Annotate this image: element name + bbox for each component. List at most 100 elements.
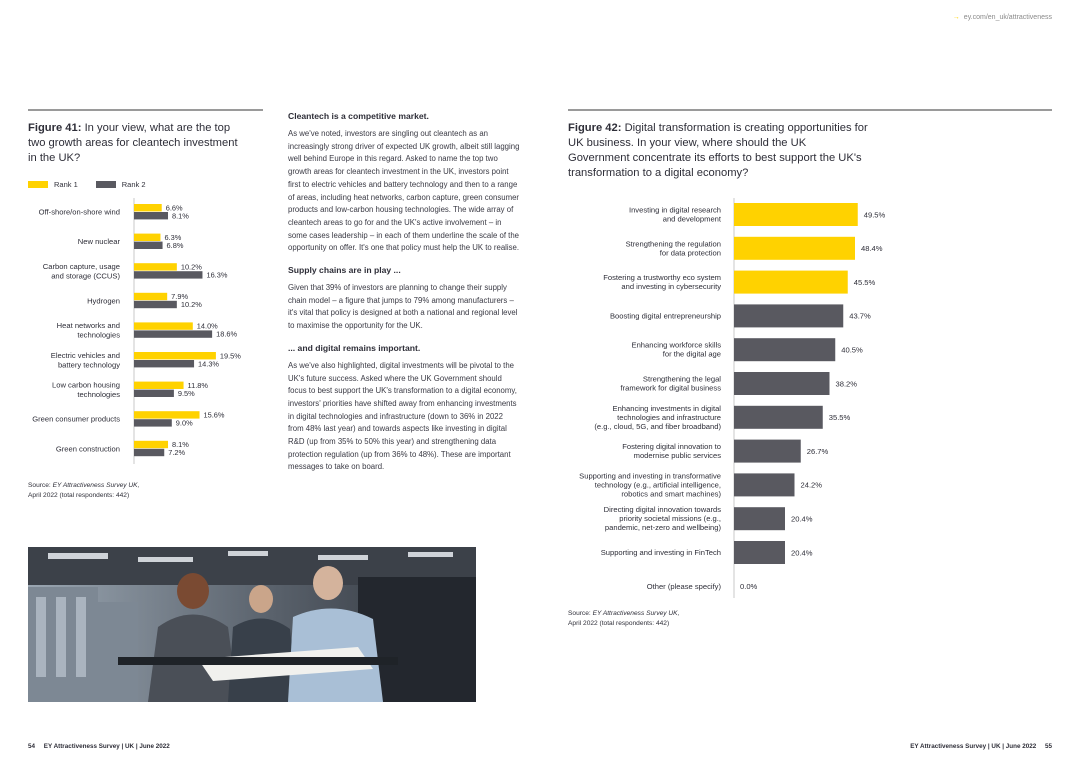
bar-rank-2 xyxy=(134,389,174,397)
figure-41-label: Figure 41: xyxy=(28,122,82,134)
value-label: 15.6% xyxy=(204,411,225,420)
url-text: ey.com/en_uk/attractiveness xyxy=(963,14,1052,21)
category-label: pandemic, net-zero and wellbeing) xyxy=(605,523,722,532)
figure-42-title-text: Digital transformation is creating oppor… xyxy=(568,122,868,179)
source-title: EY Attractiveness Survey UK, xyxy=(52,482,140,489)
bar-rank-1 xyxy=(134,292,168,301)
legend-swatch-rank-2 xyxy=(95,181,116,188)
category-label: Green construction xyxy=(56,444,120,453)
value-label: 10.2% xyxy=(181,300,202,309)
footer-left: 54 EY Attractiveness Survey | UK | June … xyxy=(28,743,170,750)
bar xyxy=(734,439,801,463)
source-prefix: Source: xyxy=(28,482,53,489)
category-label: and storage (CCUS) xyxy=(51,271,120,280)
figure-42-source: Source: EY Attractiveness Survey UK, Apri… xyxy=(568,609,788,628)
bar-rank-2 xyxy=(134,300,177,309)
article-paragraph-cleantech: As we've noted, investors are singling o… xyxy=(288,129,520,253)
category-label: Low carbon housing xyxy=(52,380,120,389)
category-label: Other (please specify) xyxy=(647,582,722,591)
bar-rank-1 xyxy=(134,352,216,360)
figure-41-chart: Off-shore/on-shore wind 6.6%8.1%New nucle… xyxy=(32,198,241,464)
factory-photo-illustration xyxy=(28,547,476,702)
value-label: 16.3% xyxy=(206,271,227,280)
category-label: Strengthening the legal xyxy=(643,375,721,384)
category-label: Strengthening the regulation xyxy=(626,239,721,248)
value-label: 19.5% xyxy=(220,351,241,360)
bar xyxy=(734,338,836,362)
value-label: 7.2% xyxy=(168,448,185,457)
value-label: 40.5% xyxy=(841,346,863,355)
value-label: 48.4% xyxy=(861,244,883,253)
page-number-right: 55 xyxy=(1044,743,1052,750)
category-label: Electric vehicles and xyxy=(51,351,120,360)
footer-right: EY Attractiveness Survey | UK | June 202… xyxy=(910,743,1052,750)
header-url[interactable]: → ey.com/en_uk/attractiveness xyxy=(953,14,1052,21)
category-label: Heat networks and xyxy=(57,321,120,330)
value-label: 14.0% xyxy=(197,322,218,331)
category-label: Off-shore/on-shore wind xyxy=(39,208,120,217)
article-column: Cleantech is a competitive market. As we… xyxy=(288,110,520,483)
value-label: 11.8% xyxy=(188,381,209,390)
category-label: (e.g., cloud, 5G, and fiber broadband) xyxy=(594,422,721,431)
value-label: 14.3% xyxy=(198,359,219,368)
bar-rank-1 xyxy=(134,233,161,241)
category-label: priority societal missions (e.g., xyxy=(619,514,721,523)
category-label: Supporting and investing in FinTech xyxy=(601,548,721,557)
factory-photo xyxy=(28,547,476,702)
category-label: Fostering a trustworthy eco system xyxy=(603,273,721,282)
bar-rank-2 xyxy=(134,419,172,427)
category-label: for the digital age xyxy=(663,350,721,359)
article-heading-supply-chains: Supply chains are in play ... xyxy=(288,265,401,276)
legend-rank-1: Rank 1 xyxy=(28,180,78,189)
category-label: Hydrogen xyxy=(87,296,120,305)
arrow-icon: → xyxy=(952,14,960,21)
legend-label-rank-1: Rank 1 xyxy=(54,180,78,189)
bar xyxy=(734,541,785,564)
category-label: Enhancing workforce skills xyxy=(632,341,722,350)
category-label: Investing in digital research xyxy=(629,206,721,215)
category-label: modernise public services xyxy=(634,451,722,460)
bar xyxy=(734,507,785,531)
bar xyxy=(734,473,795,497)
footer-text-right: EY Attractiveness Survey | UK | June 202… xyxy=(910,743,1037,750)
value-label: 20.4% xyxy=(791,548,813,557)
value-label: 8.1% xyxy=(172,211,189,220)
bar-rank-2 xyxy=(134,212,169,220)
category-label: for data protection xyxy=(660,248,721,257)
category-label: Green consumer products xyxy=(32,415,120,424)
bar xyxy=(734,372,830,395)
value-label: 9.0% xyxy=(176,419,193,428)
source-title: EY Attractiveness Survey UK, xyxy=(592,610,680,617)
bar xyxy=(734,270,848,294)
category-label: Fostering digital innovation to xyxy=(622,442,721,451)
bar xyxy=(734,203,858,226)
figure-42-label: Figure 42: xyxy=(568,122,622,134)
category-label: robotics and smart machines) xyxy=(621,489,721,498)
figure-42-title: Figure 42: Digital transformation is cre… xyxy=(568,121,868,181)
article-paragraph-supply-chains: Given that 39% of investors are planning… xyxy=(288,283,518,331)
source-prefix: Source: xyxy=(568,610,593,617)
source-suffix: April 2022 (total respondents: 442) xyxy=(568,619,670,627)
bar-rank-2 xyxy=(134,330,213,338)
category-label: battery technology xyxy=(58,360,120,369)
value-label: 20.4% xyxy=(791,515,813,524)
category-label: Directing digital innovation towards xyxy=(604,505,722,514)
value-label: 6.6% xyxy=(166,203,183,212)
footer-text-left: EY Attractiveness Survey | UK | June 202… xyxy=(43,743,170,750)
value-label: 35.5% xyxy=(829,413,851,422)
value-label: 24.2% xyxy=(801,481,823,490)
value-label: 0.0% xyxy=(740,582,758,591)
category-label: Carbon capture, usage xyxy=(43,262,120,271)
divider-rule-right xyxy=(568,109,1052,111)
bar-rank-2 xyxy=(134,448,165,457)
value-label: 8.1% xyxy=(172,440,189,449)
article-heading-digital: ... and digital remains important. xyxy=(288,342,421,353)
category-label: Boosting digital entrepreneurship xyxy=(610,311,721,320)
bar-rank-2 xyxy=(134,271,203,279)
category-label: and development xyxy=(663,215,722,224)
category-label: and investing in cybersecurity xyxy=(621,282,721,291)
category-label: technology (e.g., artificial intelligenc… xyxy=(595,480,721,489)
value-label: 45.5% xyxy=(854,278,876,287)
value-label: 49.5% xyxy=(864,210,886,219)
